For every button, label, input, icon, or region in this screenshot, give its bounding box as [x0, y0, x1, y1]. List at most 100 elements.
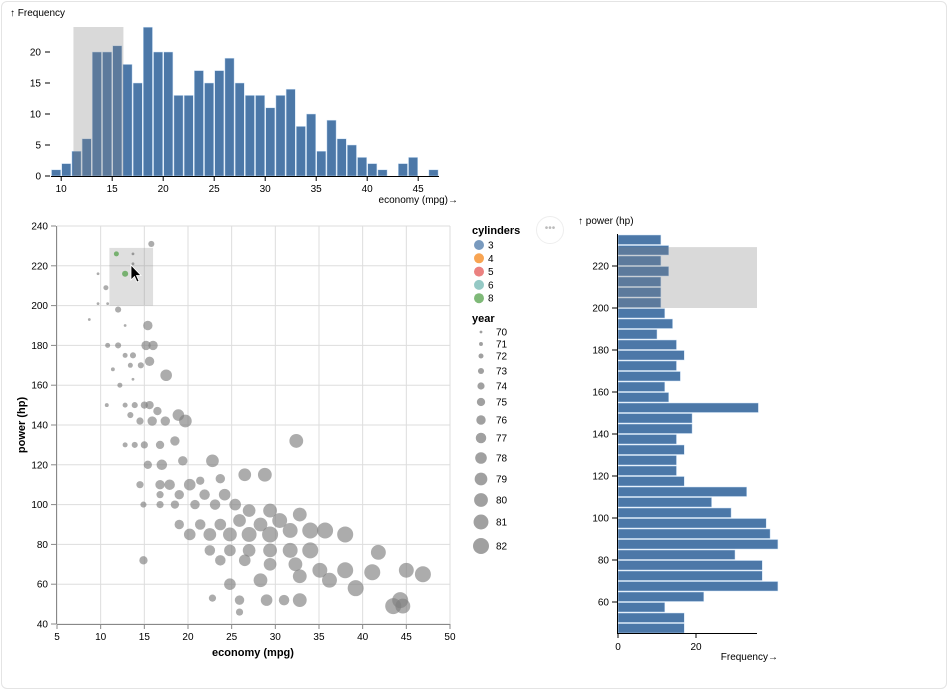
histogram-bar [122, 64, 133, 177]
histogram-bar [617, 371, 681, 382]
scatter-point [289, 434, 304, 448]
scatter-point [123, 324, 127, 327]
histogram-bar [617, 308, 666, 319]
histogram-bar [617, 476, 685, 487]
x-tick-label: 20 [182, 632, 194, 643]
legend-symbol-year[interactable] [474, 493, 488, 507]
scatter-point [140, 501, 147, 508]
scatter-point [229, 498, 241, 511]
scatter-point [224, 544, 236, 557]
legend-label-year: 77 [496, 434, 508, 445]
legend-symbol-year[interactable] [475, 452, 487, 464]
histogram-bar [398, 163, 408, 177]
legend-symbol-cylinders[interactable] [474, 253, 484, 264]
scatter-point [147, 416, 157, 426]
selected-point [131, 252, 135, 256]
histogram-bar [163, 51, 174, 177]
y-tick-label: 100 [31, 500, 48, 511]
legend-symbol-cylinders[interactable] [474, 293, 484, 304]
scatter-point [156, 459, 168, 471]
scatter-point [204, 545, 216, 556]
legend-title-year: year [472, 313, 495, 325]
more-options-button[interactable]: ••• [536, 216, 564, 244]
legend-title-cylinders: cylinders [472, 225, 520, 237]
histogram-bar [347, 144, 357, 177]
histogram-bar [617, 360, 677, 371]
scatter-point [203, 528, 217, 541]
legend-symbol-cylinders[interactable] [474, 266, 484, 277]
histogram-bar [617, 539, 779, 550]
y-tick-label: 180 [31, 341, 48, 352]
scatter-point [115, 306, 122, 313]
scatter-point [160, 416, 170, 426]
scatter-point [398, 562, 414, 578]
scatter-point [139, 556, 148, 565]
scatter-point [263, 503, 277, 518]
scatter-point [137, 362, 144, 369]
legend-symbol-year[interactable] [476, 397, 486, 407]
histogram-bar [617, 507, 732, 518]
y-tick-label: 60 [598, 598, 610, 609]
brush-selection[interactable] [73, 27, 124, 176]
histogram-bar [143, 26, 153, 177]
histogram-bar [285, 88, 296, 177]
scatter-point [164, 479, 175, 490]
x-tick-label: 30 [260, 184, 272, 195]
legend-symbol-year[interactable] [477, 382, 485, 390]
legend-symbol-year[interactable] [478, 353, 484, 359]
x-tick-label: 45 [413, 184, 425, 195]
scatter-point [131, 441, 138, 448]
legend-symbol-year[interactable] [474, 472, 488, 486]
x-tick-label: 25 [209, 184, 221, 195]
legend-symbol-year[interactable] [476, 415, 486, 425]
scatter-point [238, 468, 252, 482]
x-tick-label: 40 [357, 632, 369, 643]
histogram-bar [617, 497, 712, 508]
scatter-point [223, 527, 237, 542]
histogram-bar [617, 570, 763, 581]
histogram-bar [617, 612, 685, 623]
y-tick-label: 220 [31, 261, 48, 272]
scatter-point [199, 489, 210, 500]
legend-label-year: 76 [496, 416, 508, 427]
y-axis-title: ↑ power (hp) [578, 216, 634, 227]
histogram-bar [617, 339, 677, 350]
scatter-point [209, 499, 221, 510]
legend-label-year: 80 [496, 496, 508, 507]
histogram-bar [224, 57, 235, 177]
histogram-bar [617, 528, 771, 539]
legend-label-year: 72 [496, 352, 508, 363]
y-tick-label: 80 [598, 556, 610, 567]
legend-symbol-year[interactable] [473, 538, 489, 554]
scatter-point [190, 499, 200, 510]
histogram-bar [306, 113, 316, 177]
scatter-point [224, 578, 236, 590]
scatter-point [278, 594, 290, 606]
legend-symbol-year[interactable] [479, 342, 483, 346]
y-tick-label: 60 [37, 580, 49, 591]
brush-selection[interactable] [618, 247, 757, 308]
y-tick-label: 240 [31, 222, 48, 233]
scatter-point [194, 519, 206, 530]
scatter-point [206, 454, 219, 468]
legend-symbol-cylinders[interactable] [474, 240, 484, 250]
legend-symbol-year[interactable] [475, 432, 487, 444]
scatter-point [127, 412, 134, 419]
scatter-point [263, 543, 277, 558]
y-tick-label: 180 [592, 346, 609, 357]
scatter-point [174, 489, 184, 500]
y-tick-label: 80 [37, 540, 49, 551]
scatter-point [136, 481, 144, 489]
x-tick-label: 0 [615, 642, 621, 653]
scatter-point [143, 320, 153, 331]
legend-symbol-year[interactable] [473, 514, 489, 530]
scatter-point [215, 474, 226, 484]
scatter-point [292, 507, 307, 522]
legend-symbol-year[interactable] [477, 367, 485, 375]
legend-symbol-cylinders[interactable] [474, 279, 484, 290]
x-axis-title: Frequency→ [721, 652, 778, 663]
x-tick-label: 10 [56, 184, 68, 195]
legend-symbol-year[interactable] [479, 330, 483, 334]
scatter-point [214, 518, 227, 531]
